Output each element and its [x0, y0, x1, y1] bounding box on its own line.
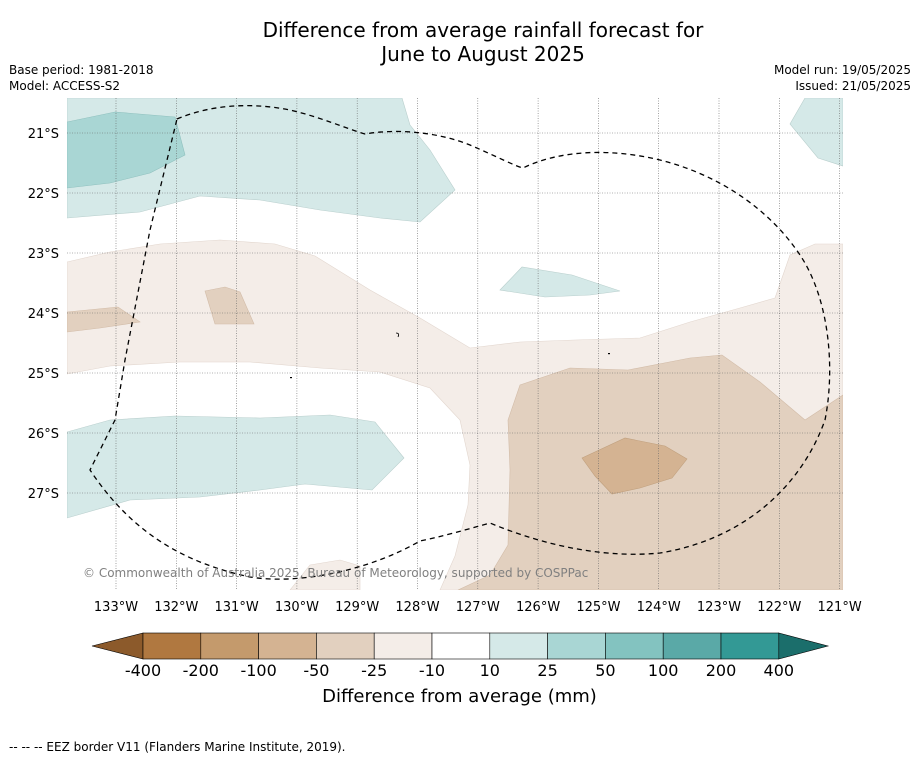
- colorbar: -400 -200 -100 -50 -25 -10 10 25 50 100 200 400: [91, 632, 830, 680]
- colorbar-segment: [373, 632, 433, 660]
- longitude-label: 130°W: [275, 600, 319, 615]
- colorbar-segment: [200, 632, 259, 660]
- meta-left: Base period: 1981-2018 Model: ACCESS-S2: [9, 62, 154, 94]
- colorbar-tick-label: 50: [595, 661, 615, 680]
- latitude-label: 25°S: [28, 367, 59, 382]
- longitude-label: 121°W: [818, 600, 862, 615]
- colorbar-segment: [431, 632, 491, 660]
- title-line-2: June to August 2025: [381, 42, 585, 66]
- longitude-labels: 133°W 132°W 131°W 130°W 129°W 128°W 127°W 126°W…: [94, 600, 862, 615]
- longitude-label: 125°W: [576, 600, 620, 615]
- longitude-label: 126°W: [516, 600, 560, 615]
- colorbar-tick-label: -50: [303, 661, 329, 680]
- colorbar-title: Difference from average (mm): [322, 686, 597, 707]
- latitude-label: 21°S: [28, 127, 59, 142]
- colorbar-tick-label: 400: [764, 661, 795, 680]
- colorbar-tick-label: 25: [537, 661, 557, 680]
- drier-patch-south: [289, 559, 361, 590]
- longitude-label: 124°W: [637, 600, 681, 615]
- meta-right: Model run: 19/05/2025 Issued: 21/05/2025: [774, 62, 911, 94]
- colorbar-tick-label: -200: [183, 661, 219, 680]
- latitude-label: 23°S: [28, 247, 59, 262]
- colorbar-segment: [258, 632, 317, 660]
- colorbar-tick-label: -100: [240, 661, 276, 680]
- colorbar-segment: [142, 632, 202, 660]
- issued-date: Issued: 21/05/2025: [795, 79, 911, 93]
- colorbar-extend-low: [91, 632, 144, 660]
- longitude-label: 128°W: [395, 600, 439, 615]
- eez-legend-note: -- -- -- EEZ border V11 (Flanders Marine…: [9, 740, 346, 754]
- drier-core-southeast: [581, 437, 688, 495]
- colorbar-segment: [605, 632, 664, 660]
- latitude-label: 24°S: [28, 307, 59, 322]
- map-title: Difference from average rainfall forecas…: [0, 18, 919, 66]
- latitude-label: 22°S: [28, 187, 59, 202]
- colorbar-tick-label: -25: [361, 661, 387, 680]
- longitude-label: 129°W: [335, 600, 379, 615]
- wetter-region-northeast: [789, 98, 843, 167]
- latitude-labels: 21°S 22°S 23°S 24°S 25°S 26°S 27°S: [28, 127, 59, 502]
- model-run: Model run: 19/05/2025: [773, 63, 911, 77]
- colorbar-segment: [720, 632, 780, 660]
- latitude-label: 26°S: [28, 427, 59, 442]
- contour-speck-c: [290, 377, 292, 379]
- model-name: Model: ACCESS-S2: [9, 79, 121, 93]
- drier-patch-west-central: [204, 286, 255, 325]
- base-period: Base period: 1981-2018: [9, 63, 154, 77]
- copyright-notice: © Commonwealth of Australia 2025, Bureau…: [83, 566, 588, 580]
- colorbar-extend-high: [778, 632, 830, 660]
- eez-border: [89, 104, 831, 580]
- longitude-label: 133°W: [94, 600, 138, 615]
- colorbar-segment: [662, 632, 722, 660]
- latitude-label: 27°S: [28, 487, 59, 502]
- colorbar-tick-label: 200: [706, 661, 737, 680]
- wetter-region-northwest-core: [67, 111, 186, 189]
- colorbar-segment: [489, 632, 548, 660]
- colorbar-tick-label: -10: [419, 661, 445, 680]
- colorbar-segment: [547, 632, 606, 660]
- longitude-label: 123°W: [697, 600, 741, 615]
- longitude-label: 132°W: [154, 600, 198, 615]
- graticule: [67, 98, 843, 590]
- title-line-1: Difference from average rainfall forecas…: [262, 18, 704, 42]
- map-plot-area: [67, 98, 843, 590]
- wetter-region-southwest: [67, 414, 405, 519]
- colorbar-segment: [316, 632, 375, 660]
- contour-speck-b: [608, 353, 610, 355]
- colorbar-tick-label: 10: [480, 661, 500, 680]
- colorbar-tick-label: 100: [648, 661, 679, 680]
- longitude-label: 127°W: [456, 600, 500, 615]
- colorbar-tick-label: -400: [125, 661, 161, 680]
- wetter-region-central: [499, 266, 621, 298]
- contour-speck-a: [395, 332, 400, 338]
- longitude-label: 131°W: [215, 600, 259, 615]
- longitude-label: 122°W: [757, 600, 801, 615]
